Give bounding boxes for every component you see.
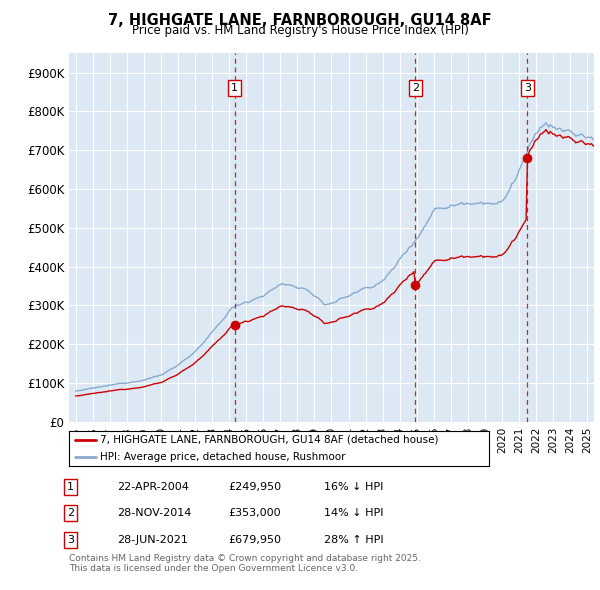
Text: Contains HM Land Registry data © Crown copyright and database right 2025.
This d: Contains HM Land Registry data © Crown c… xyxy=(69,554,421,573)
Text: 28% ↑ HPI: 28% ↑ HPI xyxy=(324,535,383,545)
Text: 1: 1 xyxy=(231,83,238,93)
Text: 28-NOV-2014: 28-NOV-2014 xyxy=(117,509,191,518)
Text: 7, HIGHGATE LANE, FARNBOROUGH, GU14 8AF: 7, HIGHGATE LANE, FARNBOROUGH, GU14 8AF xyxy=(108,13,492,28)
Text: £249,950: £249,950 xyxy=(228,482,281,491)
Text: 28-JUN-2021: 28-JUN-2021 xyxy=(117,535,188,545)
Text: 2: 2 xyxy=(67,509,74,518)
Text: 22-APR-2004: 22-APR-2004 xyxy=(117,482,189,491)
Text: 14% ↓ HPI: 14% ↓ HPI xyxy=(324,509,383,518)
Text: 1: 1 xyxy=(67,482,74,491)
Text: 3: 3 xyxy=(524,83,531,93)
Text: 3: 3 xyxy=(67,535,74,545)
Text: Price paid vs. HM Land Registry's House Price Index (HPI): Price paid vs. HM Land Registry's House … xyxy=(131,24,469,37)
Text: 7, HIGHGATE LANE, FARNBOROUGH, GU14 8AF (detached house): 7, HIGHGATE LANE, FARNBOROUGH, GU14 8AF … xyxy=(101,435,439,444)
Text: 2: 2 xyxy=(412,83,419,93)
Text: HPI: Average price, detached house, Rushmoor: HPI: Average price, detached house, Rush… xyxy=(101,453,346,462)
Text: 16% ↓ HPI: 16% ↓ HPI xyxy=(324,482,383,491)
Text: £679,950: £679,950 xyxy=(228,535,281,545)
Text: £353,000: £353,000 xyxy=(228,509,281,518)
